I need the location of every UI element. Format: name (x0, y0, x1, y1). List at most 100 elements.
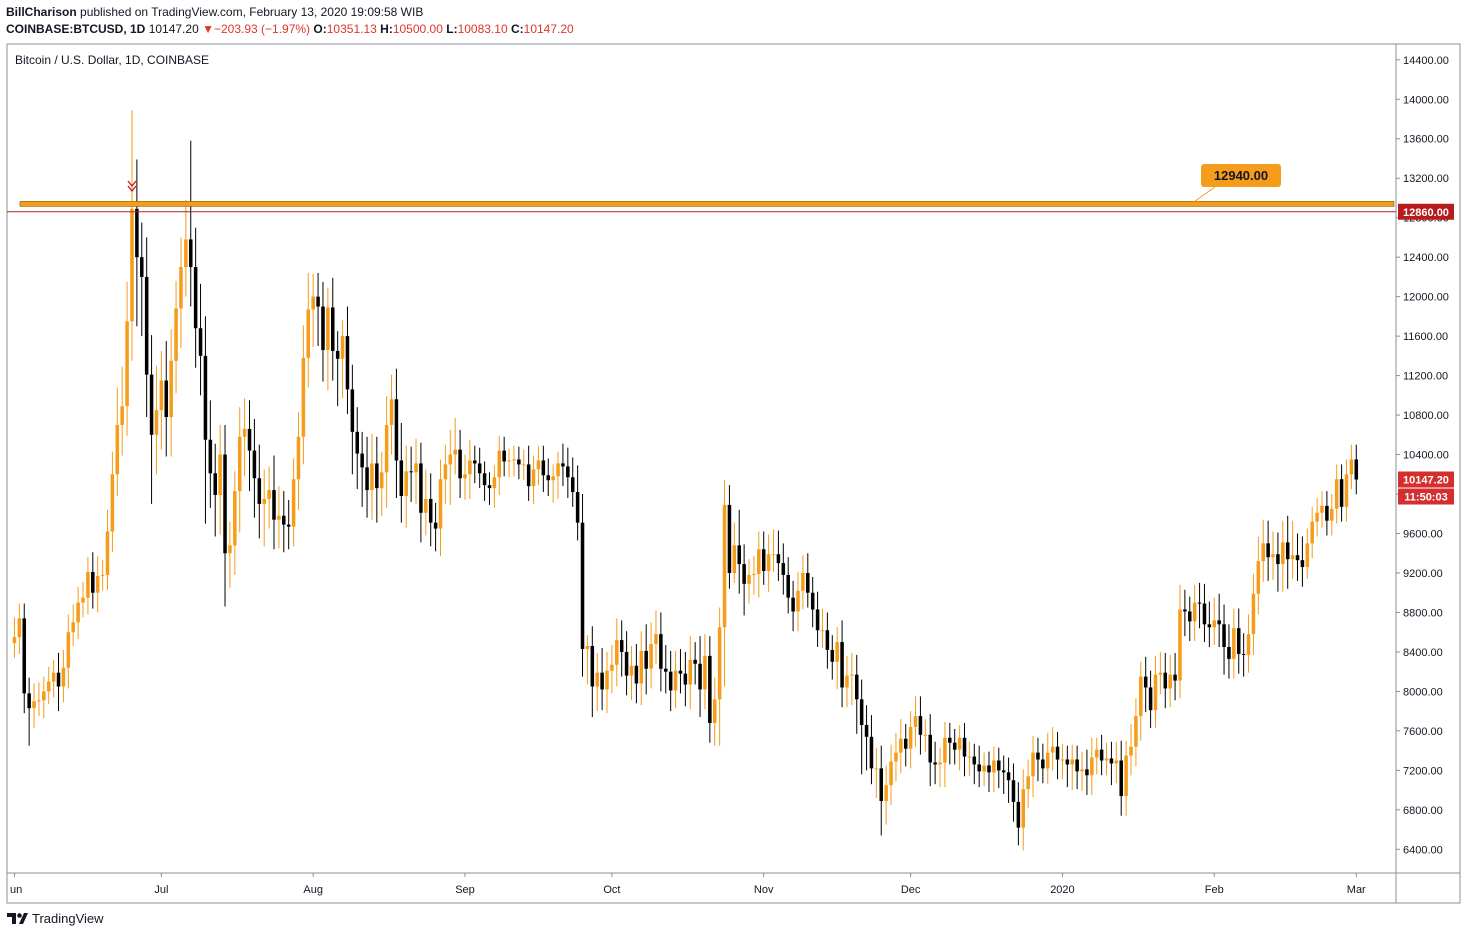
candle-body (1026, 776, 1030, 790)
time-axis[interactable]: un Jul Aug Sep Oct Nov Dec 2020 Feb Mar (10, 873, 1366, 896)
candle-body (1168, 674, 1172, 689)
candle (27, 677, 31, 746)
candle (130, 110, 134, 361)
candle (120, 366, 124, 456)
candle (242, 398, 247, 477)
candle (835, 627, 839, 690)
candle-body (1241, 653, 1246, 655)
candle (492, 465, 497, 508)
candle-body (541, 460, 546, 476)
candle (360, 431, 364, 507)
resistance-zone (19, 201, 1395, 207)
brand-name[interactable]: TradingView (32, 910, 104, 926)
candle (458, 429, 462, 498)
candle-body (752, 573, 756, 575)
candle-body (1266, 543, 1270, 558)
candle (149, 335, 154, 504)
candle-body (859, 699, 864, 725)
candle-body (1060, 759, 1065, 761)
candle-body (17, 618, 22, 638)
candle (771, 529, 776, 572)
candle-body (1183, 609, 1187, 612)
candle-body (864, 724, 869, 737)
x-tick-label: 2020 (1050, 884, 1074, 896)
candle (561, 443, 565, 487)
candle-body (1227, 646, 1231, 659)
candle (487, 472, 492, 505)
candle-body (698, 663, 702, 690)
candle (497, 435, 502, 496)
candle (282, 491, 286, 553)
candle (952, 728, 957, 765)
countdown-label: 11:50:03 (1404, 492, 1447, 504)
candle-body (722, 504, 727, 628)
x-tick-label: Mar (1347, 884, 1366, 896)
candle (1192, 584, 1197, 642)
candle (46, 666, 51, 705)
candle (1202, 583, 1207, 643)
candle-body (384, 424, 389, 473)
symbol-name[interactable]: COINBASE:BTCUSD, 1D (6, 22, 146, 36)
price-axis[interactable]: 14400.0014000.0013600.0013200.0012800.00… (1396, 55, 1449, 857)
y-tick-label: 10400.00 (1403, 450, 1449, 462)
candle (213, 443, 217, 537)
candle-body (1349, 459, 1354, 475)
candle-body (188, 239, 193, 268)
author-name[interactable]: BillCharison (6, 5, 77, 19)
candle-body (27, 693, 31, 709)
candle-body (1070, 759, 1074, 765)
candle-body (130, 208, 134, 322)
candle-body (992, 760, 996, 773)
x-tick-label: Dec (901, 884, 921, 896)
candle (556, 451, 560, 499)
candle-body (468, 460, 472, 475)
candle-body (497, 450, 502, 478)
candle-body (1163, 672, 1168, 689)
horizontal-line-price-tag (1398, 203, 1454, 220)
candle (1173, 652, 1177, 701)
candle-body (1325, 505, 1329, 521)
candle-body (1222, 624, 1226, 647)
candle (668, 650, 673, 712)
candle-body (624, 651, 629, 676)
candle (1276, 532, 1280, 592)
candle (928, 714, 932, 787)
candle (17, 603, 22, 654)
candle (1290, 520, 1295, 579)
candle (600, 647, 604, 711)
candle (507, 448, 511, 478)
candle (923, 719, 928, 752)
candle-body (120, 406, 124, 425)
candle (850, 652, 854, 706)
candle (384, 396, 389, 508)
candle-body (982, 765, 986, 772)
candle-body (634, 665, 639, 684)
candle-body (987, 765, 991, 773)
candle (1099, 734, 1104, 776)
y-tick-label: 12400.00 (1403, 252, 1449, 264)
candle (512, 445, 516, 477)
candle-body (66, 632, 71, 668)
candle-body (233, 491, 237, 546)
candle-body (850, 674, 854, 676)
candle-body (703, 655, 707, 690)
candle (585, 635, 590, 685)
candle-body (350, 389, 355, 432)
y-tick-label: 6400.00 (1403, 844, 1443, 856)
candle (428, 473, 433, 547)
candle-body (1050, 746, 1055, 753)
candle (1060, 743, 1065, 780)
candle-body (757, 549, 761, 574)
candle (1094, 737, 1099, 775)
candle-body (1080, 769, 1084, 772)
candle-body (277, 515, 281, 520)
candle (624, 631, 629, 696)
candle-body (570, 477, 575, 493)
candle (776, 530, 781, 581)
high-value: 10500.00 (392, 22, 443, 36)
y-tick-label: 13600.00 (1403, 134, 1449, 146)
candle-body (1251, 593, 1256, 635)
candle (1011, 763, 1016, 822)
candle (321, 281, 325, 382)
